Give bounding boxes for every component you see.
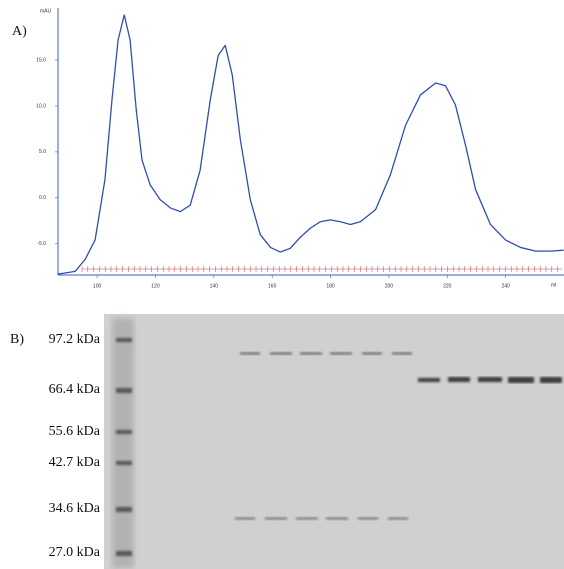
panel-label: A) — [12, 24, 27, 39]
gel-background — [104, 314, 564, 569]
x-tick-label: 100 — [93, 283, 102, 289]
x-tick-label: 200 — [385, 283, 394, 289]
marker-label: 34.6 kDa — [49, 501, 101, 516]
gel-image — [104, 314, 564, 569]
x-tick-label: 180 — [326, 283, 335, 289]
marker-lane — [112, 318, 134, 568]
x-tick-label: 220 — [443, 283, 452, 289]
y-tick-label: 15.0 — [36, 57, 46, 63]
marker-label: 55.6 kDa — [49, 424, 101, 439]
lower-bands — [235, 517, 408, 520]
marker-labels: 97.2 kDa 66.4 kDa 55.6 kDa 42.7 kDa 34.6 kDa… — [49, 332, 101, 560]
x-tick-label: 240 — [501, 283, 510, 289]
x-tick-label: 140 — [210, 283, 219, 289]
y-axis-label: mAU — [40, 8, 52, 14]
marker-label: 97.2 kDa — [49, 332, 101, 347]
x-axis-label: ml — [551, 282, 556, 288]
y-tick-label: 10.0 — [36, 103, 46, 109]
panel-label: B) — [10, 332, 24, 347]
marker-label: 66.4 kDa — [49, 382, 101, 397]
y-tick-label: 5.0 — [39, 149, 46, 155]
marker-label: 27.0 kDa — [49, 545, 101, 560]
y-tick-label: -5.0 — [37, 241, 46, 247]
x-tick-label: 120 — [151, 283, 160, 289]
chromatogram-line — [57, 14, 564, 275]
marker-bands — [116, 338, 132, 556]
target-bands — [418, 377, 562, 383]
upper-bands — [240, 352, 412, 355]
marker-label: 42.7 kDa — [49, 455, 101, 470]
y-tick-label: 0.0 — [39, 195, 46, 201]
x-tick-label: 160 — [268, 283, 277, 289]
gel-sheen — [104, 314, 564, 569]
chromatogram: -5.0 0.0 5.0 10.0 15.0 100 120 140 160 180 200 220 2… — [36, 8, 564, 289]
